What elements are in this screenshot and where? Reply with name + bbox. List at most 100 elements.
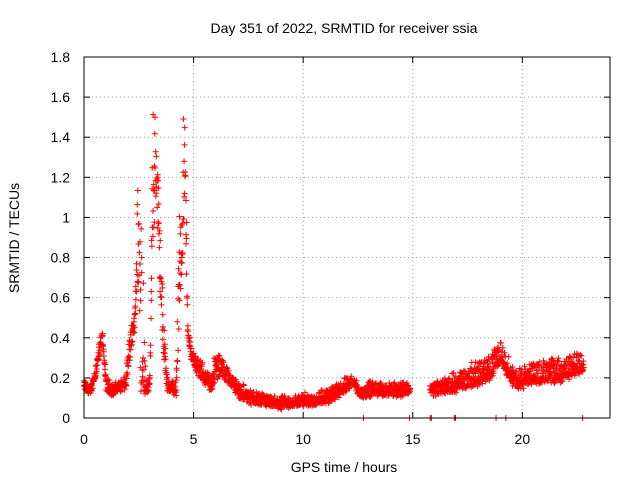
data-point <box>184 294 191 301</box>
data-point <box>450 370 457 377</box>
data-point <box>180 116 187 123</box>
data-point <box>99 330 106 337</box>
data-point <box>448 379 455 386</box>
data-point <box>175 347 182 354</box>
data-point <box>555 355 562 362</box>
data-point <box>162 356 169 363</box>
data-point <box>549 357 556 364</box>
data-point <box>449 370 456 377</box>
data-point <box>367 393 374 400</box>
data-point <box>271 393 278 400</box>
data-point <box>512 370 519 377</box>
data-point <box>460 367 467 374</box>
data-point <box>169 378 176 385</box>
data-point <box>173 392 180 399</box>
data-point <box>121 386 128 393</box>
x-tick-label: 10 <box>295 431 311 447</box>
data-point <box>571 372 578 379</box>
data-point <box>174 318 181 325</box>
data-point <box>135 279 142 286</box>
data-point <box>510 379 517 386</box>
data-point <box>131 311 138 318</box>
data-point <box>148 237 155 244</box>
data-point <box>247 387 254 394</box>
data-point <box>336 391 343 398</box>
data-point <box>132 310 139 317</box>
data-point <box>517 384 524 391</box>
data-point <box>215 373 222 380</box>
data-point <box>126 354 133 361</box>
data-point <box>159 336 166 343</box>
data-point <box>363 393 370 400</box>
data-point <box>134 187 141 194</box>
data-point <box>162 353 169 360</box>
data-point <box>123 369 130 376</box>
data-point <box>102 372 109 379</box>
data-point <box>472 370 479 377</box>
data-point <box>137 238 144 245</box>
data-point <box>92 374 99 381</box>
data-point <box>181 124 188 131</box>
data-point <box>100 348 107 355</box>
data-point <box>157 288 164 295</box>
data-point <box>579 367 586 374</box>
data-point <box>183 235 190 242</box>
data-point <box>178 260 185 267</box>
y-tick-label: 1.4 <box>51 129 71 145</box>
data-point <box>173 387 180 394</box>
data-point <box>335 394 342 401</box>
data-point <box>148 275 155 282</box>
data-point <box>206 376 213 383</box>
data-point <box>238 386 245 393</box>
data-point <box>152 148 159 155</box>
data-point <box>101 360 108 367</box>
data-point <box>158 294 165 301</box>
data-point <box>177 285 184 292</box>
data-point <box>117 388 124 395</box>
data-point <box>521 363 528 370</box>
data-point <box>94 357 101 364</box>
data-point <box>173 367 180 374</box>
data-point <box>133 267 140 274</box>
data-point <box>175 325 182 332</box>
data-point <box>102 361 109 368</box>
data-point <box>199 359 206 366</box>
data-point <box>367 378 374 385</box>
data-point <box>148 315 155 322</box>
data-point <box>446 375 453 382</box>
data-point <box>147 352 154 359</box>
data-point <box>171 388 178 395</box>
data-point <box>181 141 188 148</box>
data-point <box>510 369 517 376</box>
data-point <box>156 244 163 251</box>
data-point <box>179 249 186 256</box>
data-point <box>177 230 184 237</box>
data-point <box>181 193 188 200</box>
data-point <box>286 395 293 402</box>
data-point <box>136 220 143 227</box>
data-point <box>175 265 182 272</box>
data-point <box>154 204 161 211</box>
data-point <box>146 381 153 388</box>
data-point <box>137 297 144 304</box>
data-point <box>188 345 195 352</box>
data-point <box>225 367 232 374</box>
data-point <box>132 304 139 311</box>
data-point <box>92 363 99 370</box>
data-point <box>180 216 187 223</box>
data-point <box>129 338 136 345</box>
data-point <box>134 210 141 217</box>
data-point <box>178 271 185 278</box>
data-point <box>215 352 222 359</box>
y-tick-label: 1.2 <box>51 169 71 185</box>
data-point <box>146 380 153 387</box>
y-tick-label: 1.8 <box>51 49 71 65</box>
data-point <box>177 270 184 277</box>
data-point <box>499 354 506 361</box>
data-point <box>550 361 557 368</box>
data-point <box>128 338 135 345</box>
data-point <box>477 360 484 367</box>
data-point <box>501 349 508 356</box>
data-point <box>140 280 147 287</box>
